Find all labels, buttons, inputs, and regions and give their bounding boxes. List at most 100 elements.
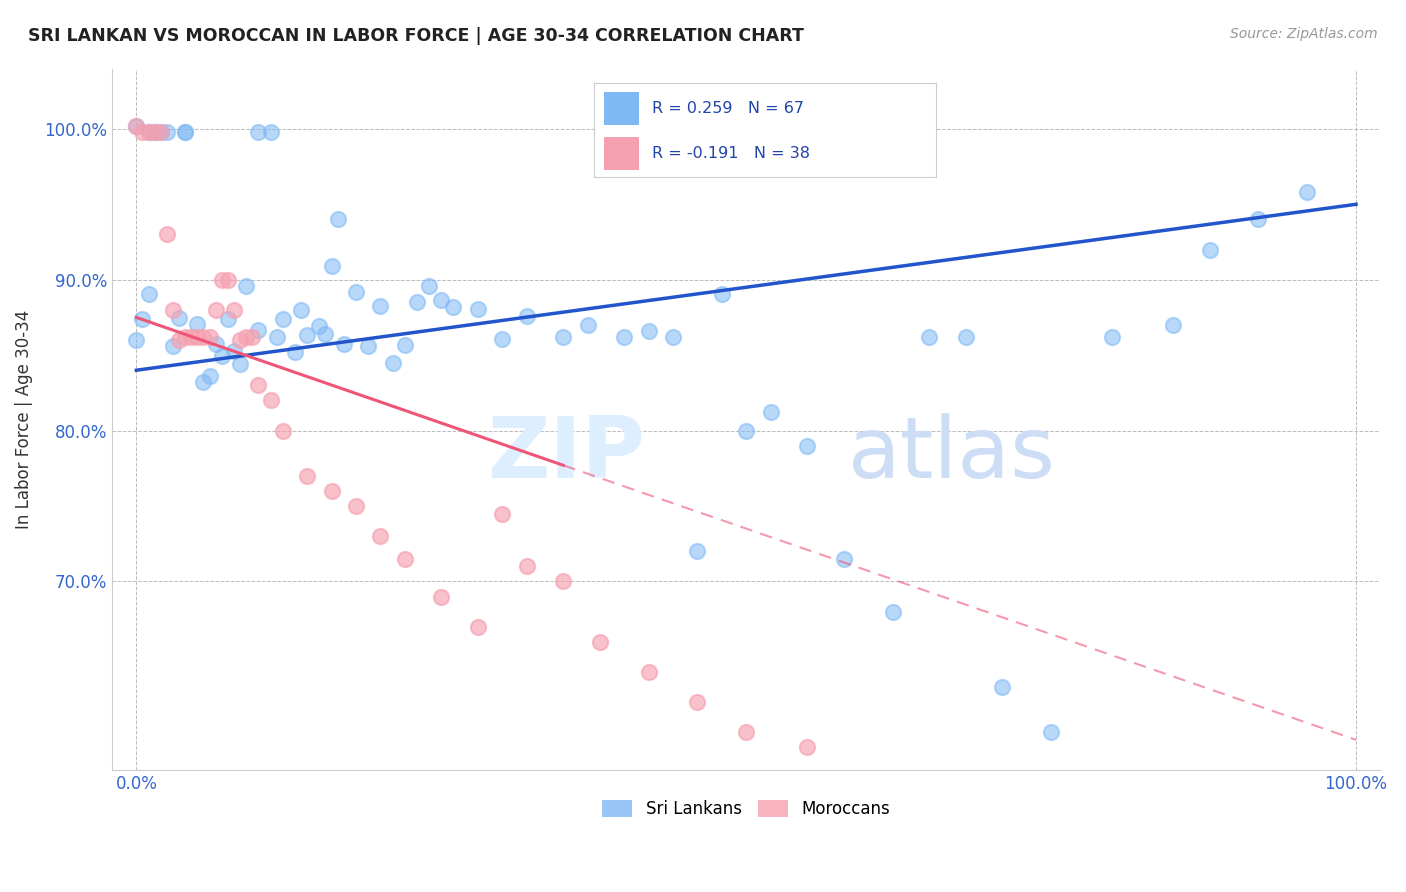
Point (1247, 212, 1270, 227)
Point (198, 369, 221, 384)
Point (735, 424, 758, 438)
Point (918, 330, 941, 344)
Point (271, 424, 294, 438)
Point (344, 499, 367, 513)
Point (156, 227, 179, 242)
Point (613, 330, 636, 344)
Point (174, 125, 197, 139)
Point (637, 665, 659, 679)
Point (710, 286, 733, 301)
Point (193, 375, 215, 389)
Point (198, 330, 221, 344)
Point (832, 551, 855, 566)
Point (796, 439, 818, 453)
Point (266, 330, 288, 344)
Point (186, 330, 208, 344)
Point (284, 344, 307, 359)
Point (321, 259, 343, 273)
Point (167, 310, 190, 325)
Point (156, 125, 179, 139)
Point (186, 317, 208, 331)
Point (229, 358, 252, 372)
Point (193, 330, 215, 344)
Text: ZIP: ZIP (486, 413, 645, 496)
Point (443, 300, 465, 314)
Point (138, 125, 160, 139)
Point (394, 551, 416, 566)
Point (991, 680, 1014, 694)
Text: SRI LANKAN VS MOROCCAN IN LABOR FORCE | AGE 30-34 CORRELATION CHART: SRI LANKAN VS MOROCCAN IN LABOR FORCE | … (28, 27, 804, 45)
Point (491, 507, 513, 521)
Point (686, 695, 709, 709)
Point (418, 279, 440, 293)
Point (125, 119, 148, 133)
Point (222, 302, 245, 317)
Point (516, 309, 538, 323)
Point (344, 285, 367, 299)
Point (553, 330, 575, 344)
Point (217, 312, 239, 326)
Point (430, 293, 453, 308)
Point (240, 330, 263, 344)
Point (295, 328, 318, 343)
Point (882, 605, 904, 619)
Point (295, 468, 318, 483)
Point (174, 330, 197, 344)
Point (204, 302, 226, 317)
Point (247, 323, 270, 337)
Point (211, 349, 233, 363)
Point (217, 273, 239, 287)
Point (138, 125, 160, 139)
Point (796, 740, 818, 755)
Point (125, 333, 148, 347)
Point (735, 725, 758, 739)
Point (589, 634, 612, 648)
Point (576, 318, 599, 332)
Point (326, 212, 349, 227)
Point (516, 559, 538, 574)
Point (637, 324, 659, 338)
Point (290, 302, 312, 317)
Point (1198, 243, 1220, 257)
Point (167, 333, 190, 347)
Legend: Sri Lankans, Moroccans: Sri Lankans, Moroccans (596, 793, 897, 825)
Point (125, 119, 148, 133)
Point (259, 125, 281, 139)
Point (1296, 185, 1319, 199)
Point (381, 356, 404, 370)
Point (321, 483, 343, 498)
Point (259, 393, 281, 408)
Point (131, 311, 153, 326)
Point (222, 344, 245, 359)
Point (271, 311, 294, 326)
Point (491, 332, 513, 346)
Point (332, 337, 354, 351)
Point (406, 295, 429, 310)
Point (143, 125, 166, 139)
Point (174, 125, 197, 139)
Point (162, 302, 184, 317)
Point (1040, 725, 1063, 739)
Point (162, 339, 184, 353)
Point (1101, 330, 1123, 344)
Point (368, 299, 391, 313)
Point (180, 330, 202, 344)
Point (247, 125, 270, 139)
Point (759, 405, 782, 419)
Text: atlas: atlas (848, 413, 1056, 496)
Point (204, 337, 226, 351)
Point (149, 125, 172, 139)
Point (149, 125, 172, 139)
Y-axis label: In Labor Force | Age 30-34: In Labor Force | Age 30-34 (15, 310, 32, 529)
Point (1161, 318, 1184, 332)
Point (357, 339, 380, 353)
Point (247, 378, 270, 392)
Text: Source: ZipAtlas.com: Source: ZipAtlas.com (1230, 27, 1378, 41)
Point (138, 287, 160, 301)
Point (229, 333, 252, 347)
Point (143, 125, 166, 139)
Point (662, 330, 685, 344)
Point (235, 278, 257, 293)
Point (467, 620, 489, 634)
Point (368, 529, 391, 543)
